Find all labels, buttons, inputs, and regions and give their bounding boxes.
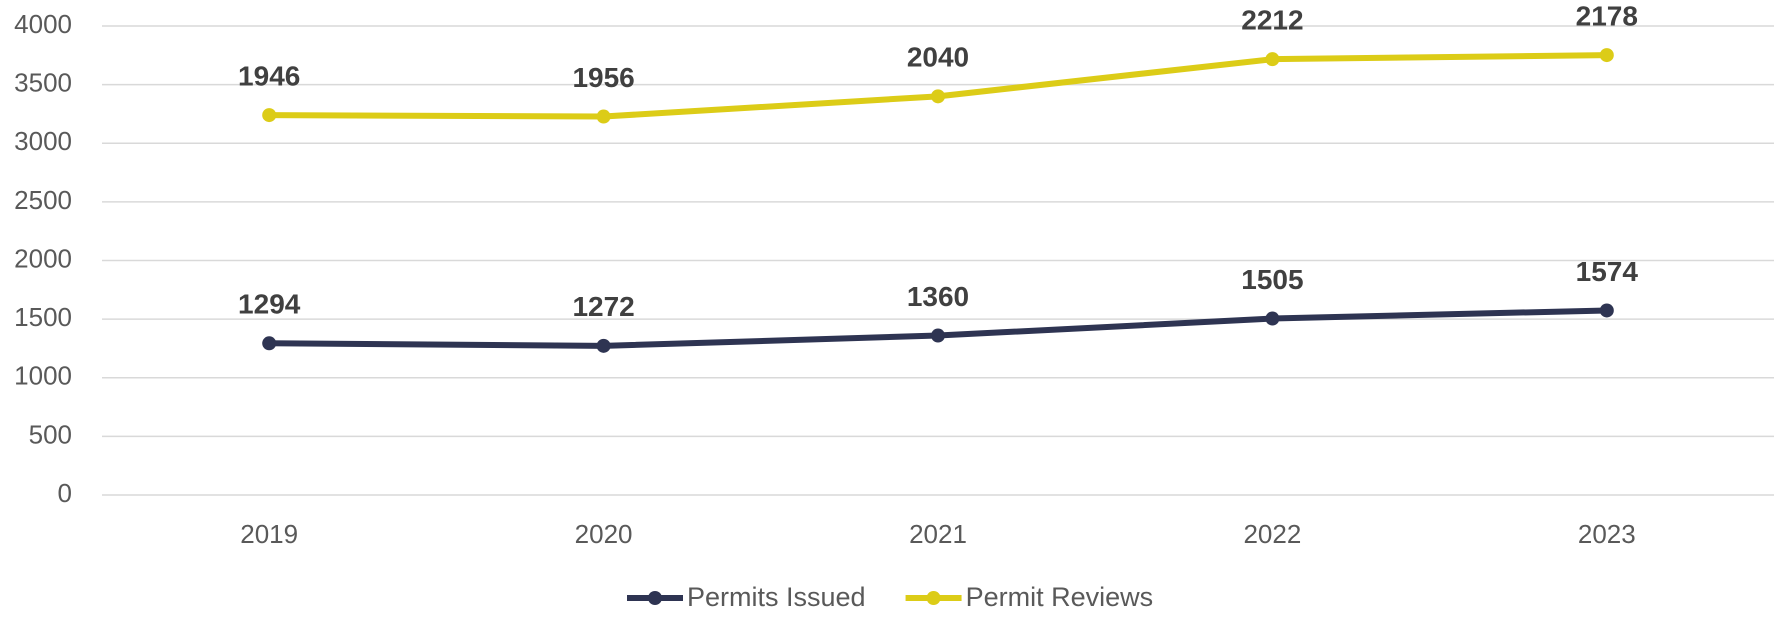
point [262,336,277,351]
y-tick-label: 3500 [14,68,72,98]
y-tick-label: 1000 [14,361,72,391]
data-label: 1294 [238,289,301,320]
data-label: 2178 [1576,0,1638,31]
data-label: 2212 [1241,5,1303,36]
y-tick-label: 2000 [14,243,72,273]
x-tick-label: 2023 [1578,519,1636,549]
x-tick-label: 2020 [575,519,633,549]
data-label: 1360 [907,281,969,312]
point [262,108,277,123]
legend-label: Permit Reviews [966,582,1154,612]
y-tick-label: 2500 [14,185,72,215]
point [1265,52,1280,67]
y-tick-label: 3000 [14,126,72,156]
point [1599,303,1614,318]
point [596,338,611,353]
y-tick-label: 4000 [14,9,72,39]
data-label: 2040 [907,42,969,73]
data-label: 1946 [238,61,300,92]
data-label: 1956 [572,62,634,93]
x-tick-label: 2021 [909,519,967,549]
point [931,89,945,104]
y-tick-label: 500 [29,419,72,449]
point [1599,48,1614,63]
legend-marker [648,591,662,605]
y-tick-label: 0 [58,478,72,508]
point [596,109,611,124]
data-label: 1505 [1241,264,1303,295]
x-tick-label: 2019 [240,519,298,549]
data-label: 1272 [572,291,634,322]
point [1265,311,1280,326]
y-tick-label: 1500 [14,302,72,332]
legend-label: Permits Issued [687,582,866,612]
x-tick-label: 2022 [1243,519,1301,549]
point [931,328,945,343]
data-label: 1574 [1576,256,1639,287]
legend-marker [926,591,941,605]
